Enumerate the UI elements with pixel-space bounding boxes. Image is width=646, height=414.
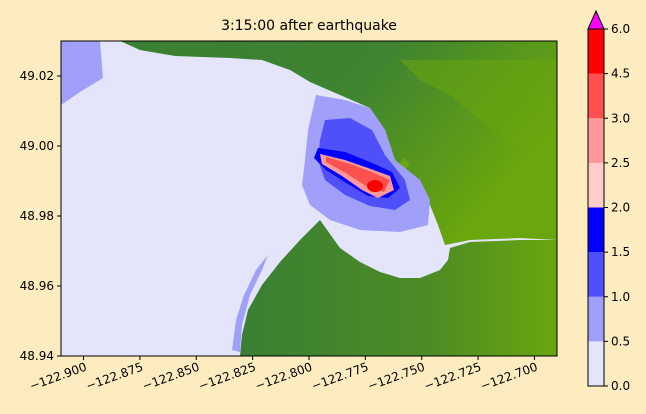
x-tick-label: −122.825 <box>197 360 258 394</box>
x-tick-label: −122.875 <box>84 360 145 394</box>
land-spit <box>330 158 410 200</box>
colorbar-tick-label: 4.5 <box>611 67 630 81</box>
x-tick-label: −122.900 <box>28 360 89 394</box>
colorbar-tick-label: 6.0 <box>611 22 630 36</box>
colorbar: 0.0 0.5 1.0 1.5 2.0 2.5 3.0 4.5 6.0 <box>587 9 630 393</box>
land-south <box>240 220 557 356</box>
y-tick-label: 49.00 <box>20 139 54 153</box>
wave-band-0.5-1.0-west <box>61 41 103 105</box>
colorbar-tick-label: 0.0 <box>611 379 630 393</box>
y-tick-label: 48.96 <box>20 279 54 293</box>
plot-area <box>61 41 557 356</box>
colorbar-segment <box>588 162 604 208</box>
colorbar-segment <box>588 296 604 342</box>
y-axis: 48.94 48.96 48.98 49.00 49.02 <box>20 69 61 363</box>
land-north-light <box>400 60 557 160</box>
x-tick-label: −122.850 <box>140 360 201 394</box>
x-tick-label: −122.750 <box>366 360 427 394</box>
colorbar-tick-label: 1.5 <box>611 245 630 259</box>
x-tick-label: −122.700 <box>479 360 540 394</box>
colorbar-tick-label: 0.5 <box>611 334 630 348</box>
x-tick-label: −122.775 <box>310 360 371 394</box>
chart-title: 3:15:00 after earthquake <box>221 18 397 34</box>
wave-peak <box>367 180 383 192</box>
wave-band-0.5-1.0-sw <box>232 255 268 352</box>
y-tick-label: 49.02 <box>20 69 54 83</box>
colorbar-segment <box>588 341 604 386</box>
colorbar-tick-label: 2.0 <box>611 201 630 215</box>
colorbar-tick-label: 1.0 <box>611 290 630 304</box>
colorbar-segment <box>588 252 604 297</box>
x-tick-label: −122.800 <box>253 360 314 394</box>
colorbar-segment <box>588 29 604 74</box>
colorbar-tick-label: 3.0 <box>611 111 630 125</box>
colorbar-segment <box>588 118 604 163</box>
x-axis: −122.900−122.875−122.850−122.825−122.800… <box>28 356 540 394</box>
y-tick-label: 48.98 <box>20 209 54 223</box>
colorbar-segment <box>588 207 604 253</box>
colorbar-extend-arrow <box>587 9 605 30</box>
y-tick-label: 48.94 <box>20 349 54 363</box>
colorbar-segment <box>588 73 604 119</box>
colorbar-tick-label: 2.5 <box>611 156 630 170</box>
x-tick-label: −122.725 <box>422 360 483 394</box>
